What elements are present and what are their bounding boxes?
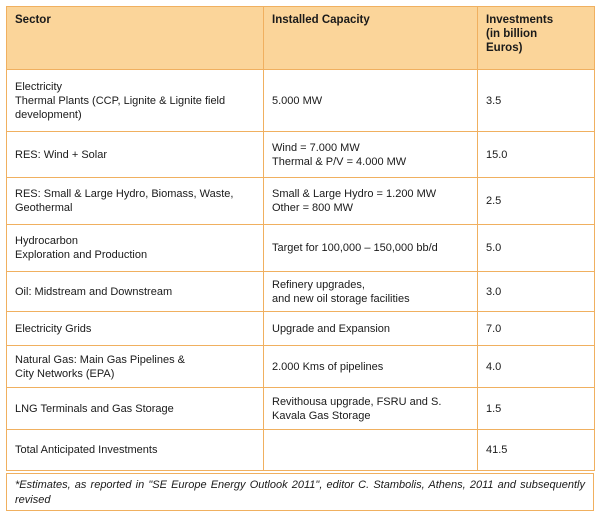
investment-cell: 3.0: [477, 271, 595, 312]
capacity-line: and new oil storage facilities: [272, 292, 410, 305]
sector-line: Electricity: [15, 80, 63, 93]
sector-line: Thermal Plants (CCP, Lignite & Lignite f…: [15, 94, 226, 121]
sector-line: City Networks (EPA): [15, 367, 115, 380]
sector-line: Hydrocarbon: [15, 235, 78, 247]
sector-cell: RES: Wind + Solar: [6, 131, 264, 178]
capacity-line: Thermal & P/V = 4.000 MW: [272, 155, 407, 168]
table-row: LNG Terminals and Gas Storage Revithousa…: [6, 387, 595, 430]
sector-line: LNG Terminals and Gas Storage: [15, 402, 174, 415]
footnote: *Estimates, as reported in "SE Europe En…: [6, 473, 594, 511]
investment-cell: 15.0: [477, 131, 595, 178]
sector-cell: Electricity Thermal Plants (CCP, Lignite…: [6, 69, 264, 132]
sector-cell: RES: Small & Large Hydro, Biomass, Waste…: [6, 177, 264, 225]
table-row: Oil: Midstream and Downstream Refinery u…: [6, 271, 595, 312]
investment-cell: 1.5: [477, 387, 595, 430]
header-investments-line: Euros): [486, 42, 523, 54]
capacity-line: 5.000 MW: [272, 94, 323, 107]
investment-cell: 2.5: [477, 177, 595, 225]
table-row: RES: Wind + Solar Wind = 7.000 MW Therma…: [6, 131, 595, 178]
capacity-line: 2.000 Kms of pipelines: [272, 360, 384, 373]
capacity-cell: Revithousa upgrade, FSRU and S. Kavala G…: [263, 387, 478, 430]
investment-cell: 7.0: [477, 311, 595, 346]
capacity-line: Target for 100,000 – 150,000 bb/d: [272, 242, 438, 254]
capacity-line: Small & Large Hydro = 1.200 MW: [272, 188, 437, 200]
sector-cell: Total Anticipated Investments: [6, 429, 264, 471]
table-row: RES: Small & Large Hydro, Biomass, Waste…: [6, 177, 595, 225]
sector-cell: Hydrocarbon Exploration and Production: [6, 224, 264, 272]
capacity-cell: Target for 100,000 – 150,000 bb/d: [263, 224, 478, 272]
sector-line: RES: Wind + Solar: [15, 148, 108, 161]
capacity-line: Wind = 7.000 MW: [272, 141, 360, 154]
capacity-cell: 2.000 Kms of pipelines: [263, 345, 478, 388]
sector-cell: LNG Terminals and Gas Storage: [6, 387, 264, 430]
sector-cell: Oil: Midstream and Downstream: [6, 271, 264, 312]
capacity-cell: Small & Large Hydro = 1.200 MW Other = 8…: [263, 177, 478, 225]
table-row: Electricity Thermal Plants (CCP, Lignite…: [6, 69, 595, 132]
capacity-line: Revithousa upgrade, FSRU and S. Kavala G…: [272, 395, 442, 422]
sector-line: Electricity Grids: [15, 322, 92, 335]
capacity-cell: Refinery upgrades, and new oil storage f…: [263, 271, 478, 312]
header-capacity: Installed Capacity: [263, 6, 478, 70]
capacity-line: Refinery upgrades,: [272, 278, 365, 291]
header-sector: Sector: [6, 6, 264, 70]
header-investments-line: Investments: [486, 14, 554, 26]
investment-cell: 4.0: [477, 345, 595, 388]
capacity-cell: Upgrade and Expansion: [263, 311, 478, 346]
capacity-cell: Wind = 7.000 MW Thermal & P/V = 4.000 MW: [263, 131, 478, 178]
capacity-line: Upgrade and Expansion: [272, 322, 391, 335]
investment-cell: 5.0: [477, 224, 595, 272]
table-header-row: Sector Installed Capacity Investments (i…: [6, 6, 595, 70]
table-row-total: Total Anticipated Investments 41.5: [6, 429, 595, 471]
investment-cell: 3.5: [477, 69, 595, 132]
sector-line: RES: Small & Large Hydro, Biomass, Waste…: [15, 188, 234, 214]
table-row: Natural Gas: Main Gas Pipelines & City N…: [6, 345, 595, 388]
investment-table: Sector Installed Capacity Investments (i…: [6, 6, 595, 471]
sector-line: Oil: Midstream and Downstream: [15, 285, 173, 298]
capacity-cell: [263, 429, 478, 471]
total-label: Total Anticipated Investments: [15, 444, 158, 456]
capacity-cell: 5.000 MW: [263, 69, 478, 132]
table-row: Electricity Grids Upgrade and Expansion …: [6, 311, 595, 346]
sector-cell: Electricity Grids: [6, 311, 264, 346]
header-investments: Investments (in billion Euros): [477, 6, 595, 70]
investment-cell: 41.5: [477, 429, 595, 471]
sector-cell: Natural Gas: Main Gas Pipelines & City N…: [6, 345, 264, 388]
capacity-line: Other = 800 MW: [272, 202, 354, 214]
sector-line: Natural Gas: Main Gas Pipelines &: [15, 353, 185, 366]
header-investments-line: (in billion: [486, 28, 538, 40]
sector-line: Exploration and Production: [15, 249, 148, 261]
table-row: Hydrocarbon Exploration and Production T…: [6, 224, 595, 272]
